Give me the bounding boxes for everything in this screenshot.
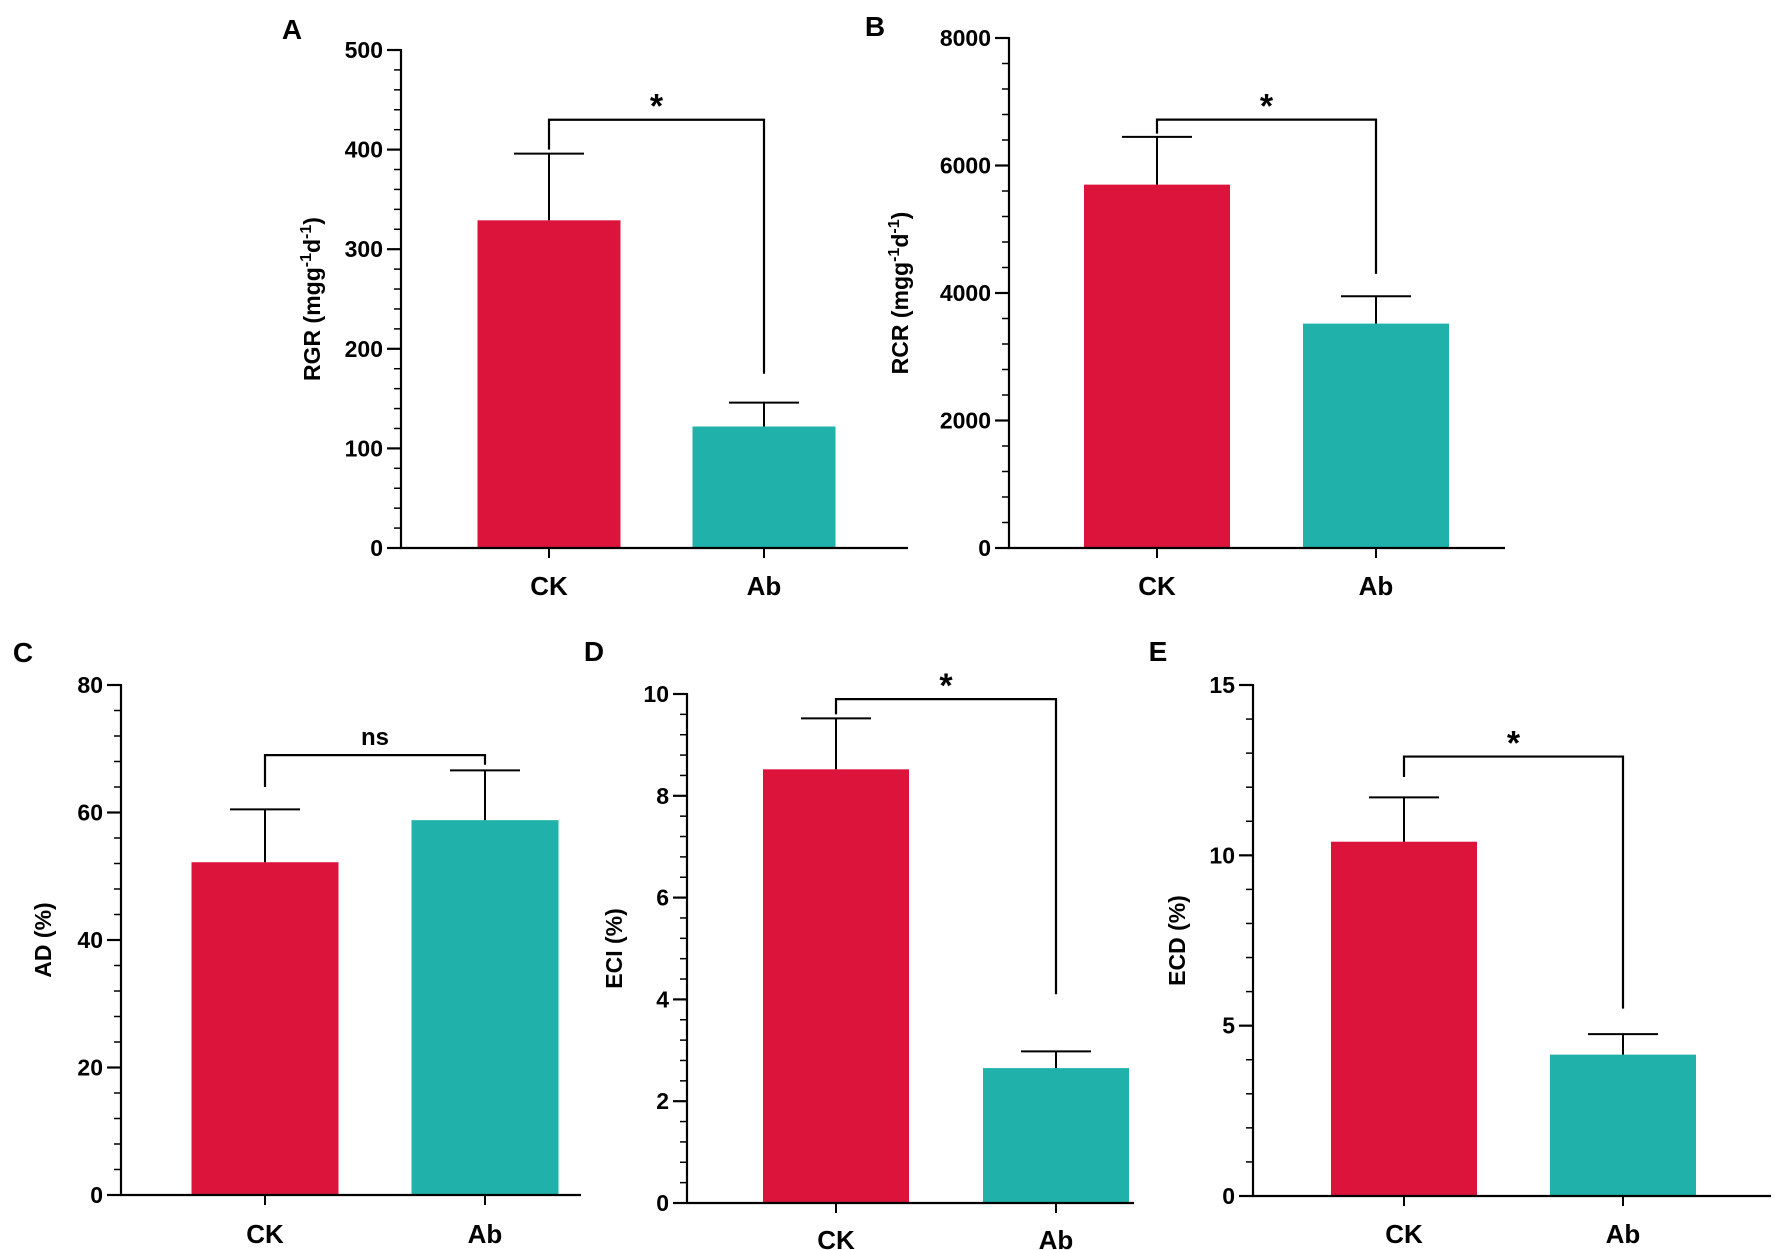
y-tick-label: 0 — [656, 1190, 669, 1216]
y-tick-label: 60 — [77, 800, 103, 826]
y-axis-label-part: RGR (mgg — [299, 267, 325, 381]
significance-bracket — [1155, 118, 1378, 274]
bar-ck — [1084, 184, 1230, 548]
y-axis-label: ECD (%) — [1164, 895, 1190, 986]
bar-ab — [692, 426, 836, 548]
significance-label: * — [939, 667, 953, 705]
y-tick-label: 400 — [345, 137, 383, 163]
significance-bracket — [834, 697, 1058, 995]
category-label: CK — [817, 1225, 855, 1250]
y-tick-label: 20 — [77, 1055, 103, 1081]
y-axis-label: RCR (mgg-1d-1) — [886, 212, 913, 375]
y-tick-label: 6 — [656, 885, 669, 911]
category-label: CK — [246, 1219, 284, 1249]
category-label: Ab — [1359, 571, 1394, 601]
y-axis-label-part: -1 — [298, 225, 315, 239]
significance-label: * — [1507, 725, 1521, 763]
y-axis-label-part: RCR (mgg — [887, 262, 913, 374]
y-tick-label: 0 — [90, 1182, 103, 1208]
y-tick-label: 8000 — [940, 25, 991, 51]
y-axis-label: RGR (mgg-1d-1) — [298, 217, 325, 381]
y-tick-label: 4 — [656, 986, 669, 1012]
y-axis-label-part: d — [887, 234, 913, 248]
category-label: CK — [530, 571, 568, 601]
y-tick-label: 500 — [345, 37, 383, 63]
panel-e: E CK Ab 0 5 10 15 ECD (%) * — [1149, 636, 1771, 1249]
y-tick-label: 6000 — [940, 153, 991, 179]
y-axis-label-part: d — [299, 239, 325, 253]
y-axis-label-part: -1 — [886, 219, 903, 233]
panel-letter: E — [1149, 636, 1168, 667]
category-label: Ab — [747, 571, 782, 601]
bar-ck — [763, 769, 909, 1203]
y-axis-label: AD (%) — [30, 902, 56, 977]
y-axis-label-part: ) — [887, 212, 913, 220]
y-tick-label: 15 — [1209, 672, 1235, 698]
y-tick-label: 2 — [656, 1088, 669, 1114]
significance-bracket — [263, 754, 487, 787]
panel-c: C CK Ab 0 20 40 60 80 AD (%) ns — [13, 637, 581, 1249]
bar-ab — [411, 820, 559, 1195]
significance-label: * — [650, 88, 664, 126]
y-tick-label: 10 — [1209, 842, 1235, 868]
y-tick-label: 5 — [1222, 1013, 1235, 1039]
significance-label: * — [1260, 88, 1274, 126]
y-tick-label: 200 — [345, 336, 383, 362]
y-axis-label-part: ECD (%) — [1164, 895, 1190, 986]
bar-ab — [1303, 323, 1449, 548]
y-axis-label: ECI (%) — [601, 908, 627, 989]
panel-d: D CK Ab 0 2 4 6 8 10 ECI (%) * — [584, 636, 1134, 1250]
bar-ck — [191, 862, 339, 1195]
y-tick-label: 40 — [77, 927, 103, 953]
category-label: Ab — [468, 1219, 503, 1249]
y-tick-label: 2000 — [940, 408, 991, 434]
y-tick-label: 4000 — [940, 280, 991, 306]
y-tick-label: 0 — [370, 535, 383, 561]
significance-bracket — [547, 118, 766, 374]
panel-letter: B — [865, 11, 885, 42]
y-axis-label-part: -1 — [886, 248, 903, 262]
significance-label: ns — [361, 724, 389, 751]
panel-letter: D — [584, 636, 604, 667]
y-tick-label: 10 — [643, 681, 669, 707]
y-tick-label: 100 — [345, 435, 383, 461]
y-axis-label-part: -1 — [298, 253, 315, 267]
category-label: Ab — [1606, 1219, 1641, 1249]
y-tick-label: 80 — [77, 672, 103, 698]
y-axis-label-part: AD (%) — [30, 902, 56, 977]
category-label: CK — [1138, 571, 1176, 601]
y-axis-label-part: ECI (%) — [601, 908, 627, 989]
category-label: CK — [1385, 1219, 1423, 1249]
y-tick-label: 0 — [1222, 1183, 1235, 1209]
significance-bracket — [1402, 755, 1625, 1009]
y-axis-label-part: ) — [299, 217, 325, 225]
y-tick-label: 8 — [656, 783, 669, 809]
bar-ck — [1331, 841, 1477, 1196]
bar-ab — [983, 1068, 1129, 1203]
category-label: Ab — [1039, 1225, 1074, 1250]
bar-ck — [477, 220, 621, 549]
panel-letter: A — [282, 14, 302, 45]
y-tick-label: 0 — [978, 535, 991, 561]
y-tick-label: 300 — [345, 236, 383, 262]
panel-letter: C — [13, 637, 33, 668]
bar-ab — [1550, 1054, 1696, 1196]
